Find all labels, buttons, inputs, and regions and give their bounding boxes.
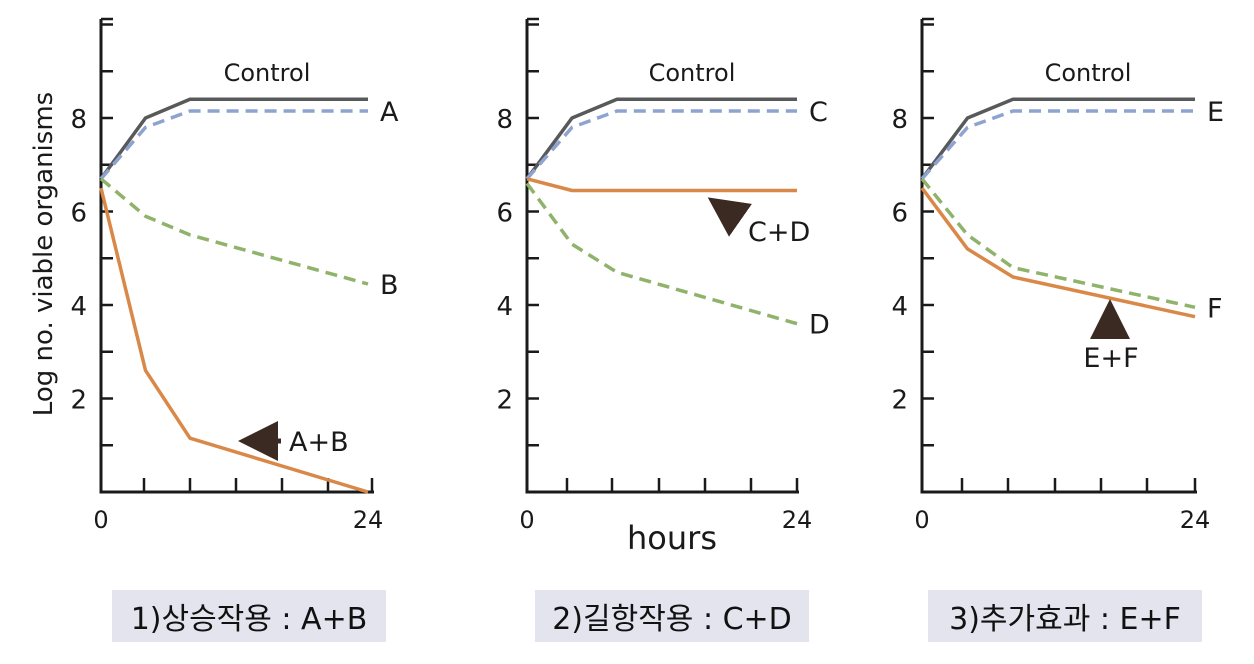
- y-tick-label: 2: [496, 386, 513, 416]
- caption-panel-2: 2)길항작용 : C+D: [535, 590, 809, 642]
- x-tick-label: 24: [353, 506, 384, 534]
- x-tick-label: 24: [1180, 506, 1211, 534]
- annotation-label: A+B: [289, 427, 349, 458]
- x-tick-label: 0: [93, 506, 108, 534]
- series-line-e-plus-f: [920, 187, 1196, 319]
- y-axis-title: Log no. viable organisms: [29, 92, 59, 416]
- series-line-control: [525, 97, 797, 180]
- series-end-label: D: [809, 310, 830, 341]
- series-end-label: B: [380, 270, 399, 301]
- y-tick-label: 8: [70, 105, 87, 135]
- x-tick-label: 0: [519, 506, 534, 534]
- y-tick-label: 8: [891, 105, 908, 135]
- caption-panel-1: 1)상승작용 : A+B: [112, 590, 386, 642]
- x-tick-label: 0: [914, 506, 929, 534]
- y-tick-label: 2: [70, 386, 87, 416]
- y-tick-label: 2: [891, 386, 908, 416]
- y-tick-label: 4: [891, 292, 908, 322]
- y-tick-label: 6: [70, 199, 87, 229]
- y-tick-label: 6: [891, 199, 908, 229]
- y-tick-label: 4: [70, 292, 87, 322]
- annotation-label: C+D: [748, 217, 810, 248]
- annotation-label: E+F: [1083, 343, 1138, 374]
- series-end-label: E: [1207, 97, 1224, 128]
- control-label: Control: [649, 59, 736, 87]
- x-axis-title: hours: [627, 519, 717, 557]
- series-line-control: [99, 97, 368, 180]
- control-label: Control: [224, 59, 311, 87]
- y-tick-label: 4: [496, 292, 513, 322]
- annotation-arrow: [707, 197, 752, 237]
- series-line-b: [99, 177, 369, 286]
- control-label: Control: [1045, 59, 1132, 87]
- x-tick-label: 24: [782, 506, 813, 534]
- series-end-label: F: [1207, 293, 1223, 324]
- y-tick-label: 8: [496, 105, 513, 135]
- caption-panel-3: 3)추가효과 : E+F: [928, 590, 1202, 642]
- series-line-f: [920, 177, 1196, 310]
- series-line-a-plus-b: [99, 187, 369, 494]
- series-line-c-plus-d: [526, 177, 797, 193]
- y-tick-label: 6: [496, 199, 513, 229]
- series-end-label: C: [809, 97, 828, 128]
- series-line-control: [920, 97, 1195, 180]
- series-end-label: A: [380, 97, 399, 128]
- series-line-d: [525, 182, 798, 326]
